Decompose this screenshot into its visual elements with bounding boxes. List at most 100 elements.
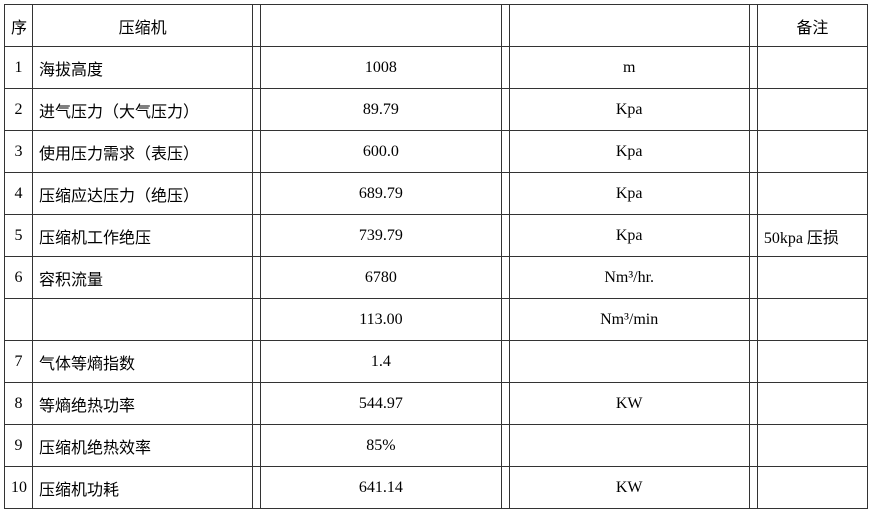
compressor-spec-table: 序压缩机备注1海拔高度1008m2进气压力（大气压力）89.79Kpa3使用压力… — [4, 4, 868, 509]
cell-name: 进气压力（大气压力） — [33, 89, 253, 131]
cell-name: 等熵绝热功率 — [33, 383, 253, 425]
cell-unit — [509, 425, 749, 467]
header-gap1 — [253, 5, 261, 47]
cell-note — [757, 89, 867, 131]
cell-gap2 — [501, 341, 509, 383]
header-gap3 — [749, 5, 757, 47]
cell-name: 压缩机工作绝压 — [33, 215, 253, 257]
cell-gap2 — [501, 215, 509, 257]
cell-seq: 9 — [5, 425, 33, 467]
cell-note — [757, 131, 867, 173]
cell-name: 海拔高度 — [33, 47, 253, 89]
cell-value: 89.79 — [261, 89, 501, 131]
header-note: 备注 — [757, 5, 867, 47]
cell-value: 1.4 — [261, 341, 501, 383]
cell-seq: 5 — [5, 215, 33, 257]
cell-gap2 — [501, 299, 509, 341]
cell-seq: 2 — [5, 89, 33, 131]
table-row: 3使用压力需求（表压）600.0Kpa — [5, 131, 868, 173]
cell-gap3 — [749, 467, 757, 509]
cell-gap3 — [749, 383, 757, 425]
table-row: 5压缩机工作绝压739.79Kpa50kpa 压损 — [5, 215, 868, 257]
cell-unit: Nm³/hr. — [509, 257, 749, 299]
cell-gap1 — [253, 173, 261, 215]
header-value — [261, 5, 501, 47]
cell-gap2 — [501, 425, 509, 467]
cell-seq: 10 — [5, 467, 33, 509]
cell-unit: m — [509, 47, 749, 89]
cell-gap2 — [501, 131, 509, 173]
cell-name: 压缩机绝热效率 — [33, 425, 253, 467]
cell-note — [757, 173, 867, 215]
cell-value: 739.79 — [261, 215, 501, 257]
cell-name: 使用压力需求（表压） — [33, 131, 253, 173]
cell-unit: KW — [509, 467, 749, 509]
table-row: 7气体等熵指数1.4 — [5, 341, 868, 383]
cell-gap3 — [749, 131, 757, 173]
header-gap2 — [501, 5, 509, 47]
cell-seq: 7 — [5, 341, 33, 383]
cell-note — [757, 467, 867, 509]
cell-name: 容积流量 — [33, 257, 253, 299]
cell-gap1 — [253, 383, 261, 425]
cell-gap1 — [253, 215, 261, 257]
cell-gap2 — [501, 47, 509, 89]
cell-gap2 — [501, 467, 509, 509]
cell-gap1 — [253, 425, 261, 467]
cell-note: 50kpa 压损 — [757, 215, 867, 257]
cell-note — [757, 299, 867, 341]
header-row: 序压缩机 备注 — [5, 5, 868, 47]
cell-gap1 — [253, 131, 261, 173]
cell-name — [33, 299, 253, 341]
cell-note — [757, 341, 867, 383]
cell-unit: Kpa — [509, 89, 749, 131]
cell-unit: Kpa — [509, 131, 749, 173]
cell-gap2 — [501, 173, 509, 215]
cell-value: 600.0 — [261, 131, 501, 173]
cell-gap1 — [253, 89, 261, 131]
cell-gap3 — [749, 173, 757, 215]
cell-unit: Nm³/min — [509, 299, 749, 341]
cell-seq: 8 — [5, 383, 33, 425]
header-unit — [509, 5, 749, 47]
cell-note — [757, 425, 867, 467]
cell-gap3 — [749, 215, 757, 257]
cell-gap1 — [253, 341, 261, 383]
cell-gap2 — [501, 257, 509, 299]
table-row: 8等熵绝热功率544.97KW — [5, 383, 868, 425]
table-row: 10压缩机功耗641.14KW — [5, 467, 868, 509]
cell-note — [757, 257, 867, 299]
cell-seq: 6 — [5, 257, 33, 299]
cell-value: 544.97 — [261, 383, 501, 425]
cell-seq: 3 — [5, 131, 33, 173]
cell-gap3 — [749, 89, 757, 131]
cell-unit: Kpa — [509, 173, 749, 215]
cell-value: 113.00 — [261, 299, 501, 341]
cell-value: 6780 — [261, 257, 501, 299]
cell-name: 压缩机功耗 — [33, 467, 253, 509]
cell-note — [757, 47, 867, 89]
cell-unit — [509, 341, 749, 383]
cell-gap3 — [749, 341, 757, 383]
cell-name: 压缩应达压力（绝压） — [33, 173, 253, 215]
cell-gap3 — [749, 425, 757, 467]
cell-value: 689.79 — [261, 173, 501, 215]
cell-gap1 — [253, 299, 261, 341]
cell-name: 气体等熵指数 — [33, 341, 253, 383]
cell-gap3 — [749, 257, 757, 299]
cell-gap1 — [253, 257, 261, 299]
cell-value: 641.14 — [261, 467, 501, 509]
cell-gap1 — [253, 467, 261, 509]
header-seq: 序 — [5, 5, 33, 47]
table-row: 6容积流量6780Nm³/hr. — [5, 257, 868, 299]
cell-seq: 4 — [5, 173, 33, 215]
cell-seq: 1 — [5, 47, 33, 89]
cell-unit: Kpa — [509, 215, 749, 257]
table-row: 9压缩机绝热效率85% — [5, 425, 868, 467]
cell-gap3 — [749, 47, 757, 89]
header-name: 压缩机 — [33, 5, 253, 47]
cell-gap3 — [749, 299, 757, 341]
cell-gap1 — [253, 47, 261, 89]
cell-gap2 — [501, 89, 509, 131]
cell-value: 85% — [261, 425, 501, 467]
